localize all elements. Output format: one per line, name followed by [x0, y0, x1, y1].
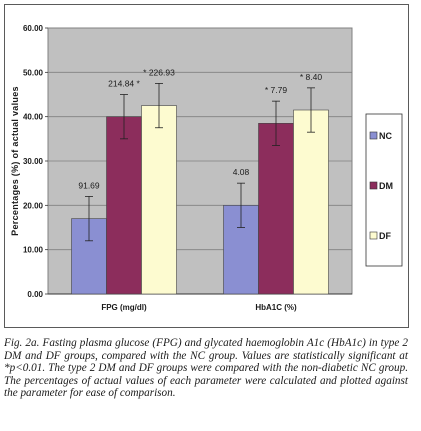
legend-swatch-nc [369, 131, 378, 140]
legend-label: DF [379, 231, 391, 241]
x-tick-label: FPG (mg/dl) [101, 303, 147, 312]
y-tick-label: 0.00 [27, 290, 43, 299]
legend-label: DM [379, 181, 393, 191]
y-tick-label: 20.00 [23, 201, 44, 210]
data-label: * 226.93 [143, 67, 175, 77]
data-label: 4.08 [233, 167, 250, 177]
bar-dm-0 [106, 116, 142, 295]
data-label: * 7.79 [265, 85, 287, 95]
figure-caption: Fig. 2a. Fasting plasma glucose (FPG) an… [4, 337, 408, 400]
y-axis-title: Percentages (%) of actual values [10, 86, 20, 236]
y-tick-label: 40.00 [23, 113, 44, 122]
data-label: 91.69 [78, 180, 100, 190]
bar-df-0 [141, 105, 177, 295]
data-label: * 8.40 [300, 72, 322, 82]
legend-swatch-df [369, 231, 378, 240]
legend [365, 113, 403, 267]
y-tick-label: 50.00 [23, 68, 44, 77]
y-tick-label: 60.00 [23, 24, 44, 33]
legend-label: NC [379, 131, 392, 141]
y-tick-label: 30.00 [23, 157, 44, 166]
bar-dm-1 [258, 123, 294, 295]
y-tick-label: 10.00 [23, 246, 44, 255]
bar-chart: 0.00 10.00 20.00 30.00 40.00 50.00 60.00 Percen… [10, 24, 403, 312]
bar-df-1 [293, 109, 329, 295]
data-label: 214.84 * [108, 79, 140, 89]
legend-swatch-dm [369, 181, 378, 190]
x-tick-label: HbA1C (%) [255, 303, 297, 312]
